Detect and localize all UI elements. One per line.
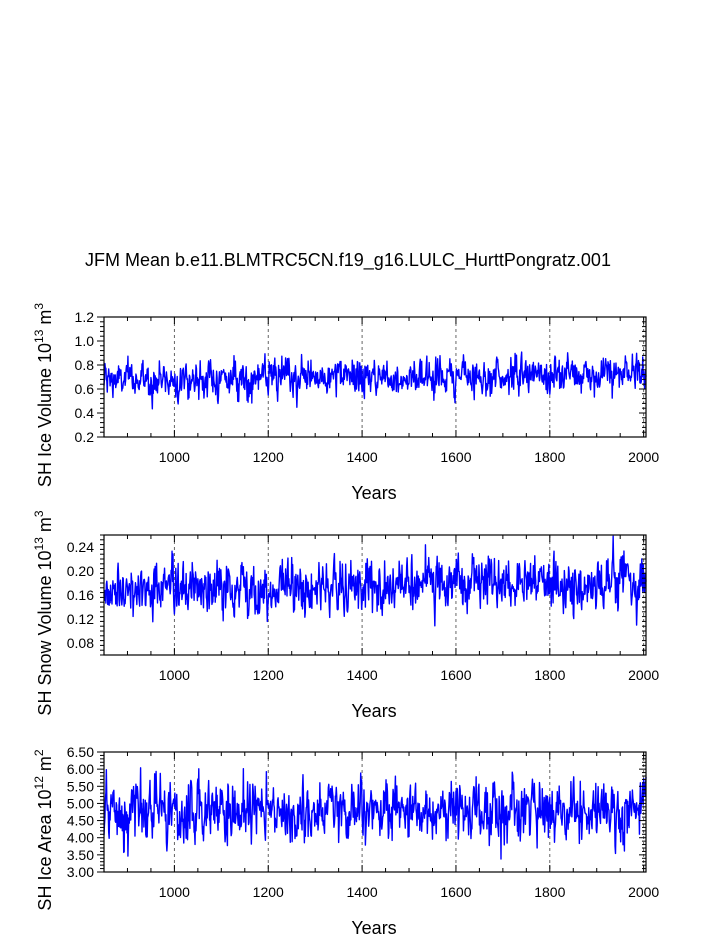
x-tick-label: 2000: [628, 449, 659, 465]
series-line-sh-ice-area: [103, 767, 647, 860]
x-tick-label: 2000: [628, 667, 659, 683]
x-tick-label: 1400: [347, 884, 378, 900]
x-tick-label: 1600: [440, 449, 471, 465]
y-tick-label: 5.00: [67, 795, 94, 811]
y-tick-label: 0.08: [67, 635, 94, 651]
x-tick-label: 1200: [253, 667, 284, 683]
y-tick-label: 0.16: [67, 587, 94, 603]
y-tick-label: 6.00: [67, 761, 94, 777]
x-axis-label: Years: [351, 701, 396, 721]
y-tick-label: 0.4: [75, 405, 95, 421]
y-axis-label: SH Ice Area 1012 m2: [32, 749, 55, 910]
y-tick-label: 3.50: [67, 847, 94, 863]
x-tick-label: 1800: [534, 884, 565, 900]
chart-panel-3: 1000 1200 1400 1600 1800 2000 3.003.504.004.50…: [32, 744, 659, 935]
y-tick-label: 1.0: [75, 333, 95, 349]
plot-frame: [103, 751, 647, 873]
y-tick-label: 0.8: [75, 357, 95, 373]
series-line-sh-snow-volume: [103, 535, 647, 627]
chart-panel-2: 1000 1200 1400 1600 1800 2000 0.08 0.12 0.16 0.20…: [32, 510, 659, 721]
y-tick-label: 5.50: [67, 778, 94, 794]
y-tick-label: 3.00: [67, 864, 94, 880]
y-tick-label: 0.6: [75, 381, 95, 397]
y-axis-label: SH Snow Volume 1013 m3: [32, 510, 55, 715]
x-tick-label: 1800: [534, 667, 565, 683]
x-tick-label: 1000: [159, 884, 190, 900]
chart-panel-1: 1000 1200 1400 1600 1800 2000 0.2 0.4 0.6 0.8 1.0 1…: [32, 303, 659, 503]
x-tick-label: 1600: [440, 667, 471, 683]
y-tick-label: 4.50: [67, 813, 94, 829]
plot-frame: [103, 316, 647, 438]
y-axis-label: SH Ice Volume 1013 m3: [32, 303, 55, 487]
x-tick-label: 1000: [159, 667, 190, 683]
y-tick-label: 0.24: [67, 539, 94, 555]
y-tick-label: 0.2: [75, 429, 95, 445]
x-tick-label: 1000: [159, 449, 190, 465]
chart-title: JFM Mean b.e11.BLMTRC5CN.f19_g16.LULC_Hu…: [85, 250, 611, 271]
plot-frame: [103, 534, 647, 656]
x-tick-label: 1200: [253, 449, 284, 465]
y-tick-label: 0.12: [67, 611, 94, 627]
x-tick-label: 1600: [440, 884, 471, 900]
series-line-sh-ice-volume: [103, 351, 647, 410]
x-tick-label: 2000: [628, 884, 659, 900]
y-tick-label: 4.00: [67, 830, 94, 846]
x-axis-label: Years: [351, 483, 396, 503]
x-axis-label: Years: [351, 918, 396, 935]
x-tick-label: 1400: [347, 449, 378, 465]
y-tick-label: 6.50: [67, 744, 94, 760]
x-tick-label: 1400: [347, 667, 378, 683]
x-tick-label: 1200: [253, 884, 284, 900]
y-tick-label: 1.2: [75, 309, 95, 325]
y-tick-label: 0.20: [67, 563, 94, 579]
x-tick-label: 1800: [534, 449, 565, 465]
